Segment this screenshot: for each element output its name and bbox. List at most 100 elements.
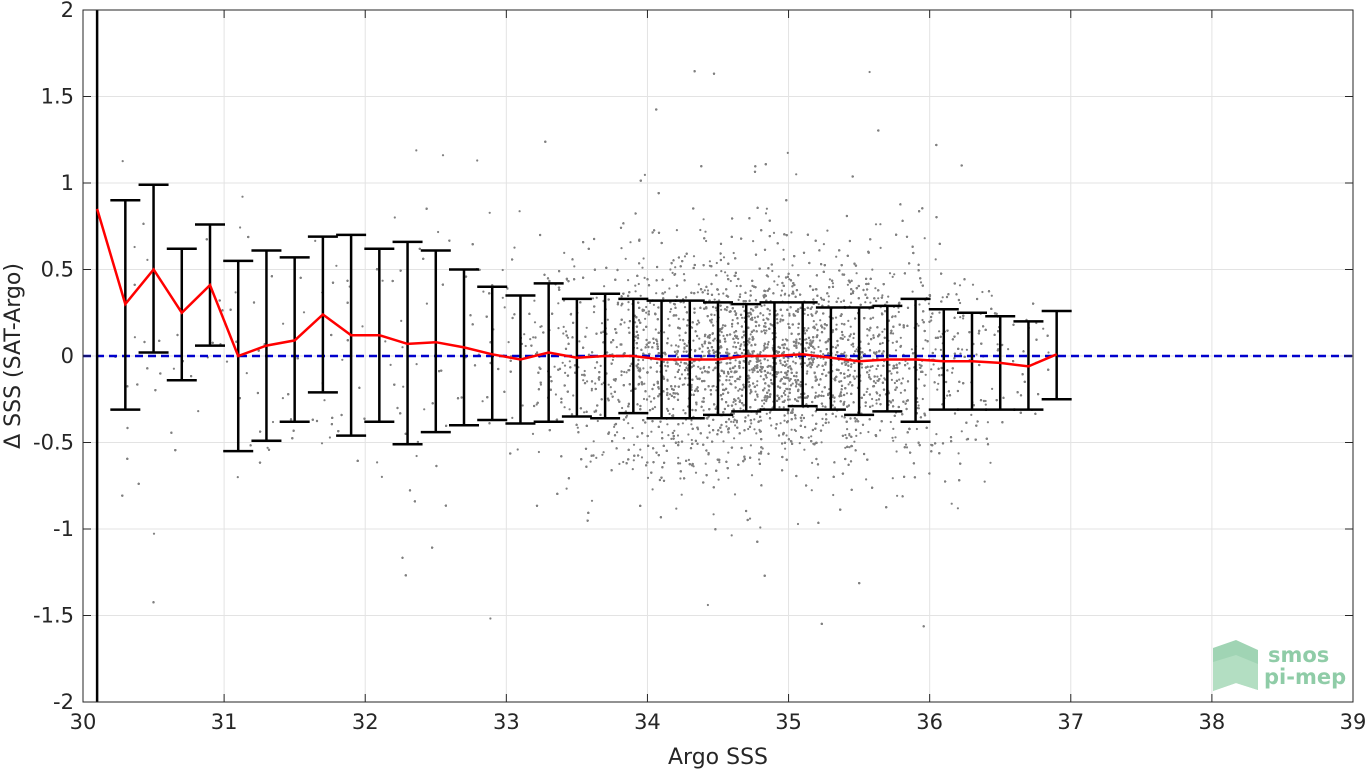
scatter-point xyxy=(649,301,652,304)
scatter-point xyxy=(568,408,571,411)
scatter-point xyxy=(840,380,843,383)
scatter-point xyxy=(623,370,626,374)
scatter-point xyxy=(696,291,700,294)
scatter-point xyxy=(731,319,734,322)
scatter-point xyxy=(692,255,696,258)
scatter-point xyxy=(853,369,856,372)
scatter-point xyxy=(236,476,239,479)
scatter-point xyxy=(521,404,524,407)
scatter-point xyxy=(850,365,853,368)
scatter-point xyxy=(782,347,786,350)
scatter-point xyxy=(867,430,870,434)
scatter-point xyxy=(637,363,640,366)
scatter-point xyxy=(750,422,753,425)
scatter-point xyxy=(741,316,744,319)
scatter-point xyxy=(670,437,673,440)
scatter-point xyxy=(739,344,742,348)
scatter-point xyxy=(879,429,882,432)
scatter-point xyxy=(891,341,894,344)
scatter-point xyxy=(722,334,725,337)
scatter-point xyxy=(696,428,700,431)
scatter-point xyxy=(698,321,701,324)
scatter-point xyxy=(917,378,921,381)
scatter-point xyxy=(667,317,670,321)
scatter-point xyxy=(935,433,938,436)
scatter-point xyxy=(773,280,776,283)
scatter-point xyxy=(934,348,937,351)
scatter-point xyxy=(790,231,793,234)
scatter-point xyxy=(622,460,625,464)
scatter-point xyxy=(815,323,818,326)
scatter-point xyxy=(825,374,828,377)
scatter-point xyxy=(763,398,766,402)
scatter-point xyxy=(152,532,156,535)
scatter-point xyxy=(751,371,754,374)
scatter-point xyxy=(771,368,774,372)
scatter-point xyxy=(627,279,630,282)
scatter-point xyxy=(476,159,479,162)
scatter-point xyxy=(549,375,552,378)
scatter-point xyxy=(665,407,669,410)
scatter-point xyxy=(437,230,440,234)
scatter-point xyxy=(704,230,707,233)
scatter-point xyxy=(924,373,927,376)
scatter-point xyxy=(874,287,877,290)
scatter-point xyxy=(779,318,782,321)
scatter-point xyxy=(765,329,768,332)
scatter-point xyxy=(775,375,778,378)
scatter-point xyxy=(730,420,733,423)
scatter-point xyxy=(568,360,571,363)
scatter-point xyxy=(890,372,893,375)
scatter-point xyxy=(702,218,705,221)
scatter-point xyxy=(807,327,810,330)
scatter-point xyxy=(563,364,567,367)
scatter-point xyxy=(916,400,919,404)
scatter-point xyxy=(393,216,396,219)
scatter-point xyxy=(729,279,732,283)
scatter-point xyxy=(617,398,620,401)
scatter-point xyxy=(812,320,815,323)
scatter-point xyxy=(687,433,690,436)
scatter-point xyxy=(889,420,892,424)
scatter-point xyxy=(627,301,630,304)
scatter-point xyxy=(489,617,492,620)
scatter-point xyxy=(883,328,886,331)
scatter-point xyxy=(133,336,136,339)
scatter-point xyxy=(734,403,737,406)
scatter-point xyxy=(892,332,895,335)
scatter-point xyxy=(797,326,800,329)
scatter-point xyxy=(441,154,445,157)
scatter-point xyxy=(623,321,626,324)
scatter-point xyxy=(775,373,779,376)
scatter-point xyxy=(801,414,804,417)
scatter-point xyxy=(812,339,815,342)
scatter-point xyxy=(749,388,752,391)
scatter-point xyxy=(795,382,798,386)
scatter-point xyxy=(616,431,619,434)
scatter-point xyxy=(932,363,935,366)
scatter-point xyxy=(891,477,894,480)
scatter-point xyxy=(720,308,723,311)
scatter-point xyxy=(627,308,630,311)
scatter-point xyxy=(781,314,784,317)
scatter-point xyxy=(983,480,986,483)
scatter-point xyxy=(663,331,666,334)
scatter-point xyxy=(573,265,576,268)
scatter-point xyxy=(532,336,535,339)
scatter-point xyxy=(683,346,686,349)
scatter-point xyxy=(600,383,603,386)
scatter-point xyxy=(621,406,624,410)
scatter-point xyxy=(975,353,978,356)
scatter-point xyxy=(921,347,925,350)
scatter-point xyxy=(423,408,426,411)
scatter-point xyxy=(734,424,737,427)
scatter-point xyxy=(924,339,927,342)
scatter-point xyxy=(820,298,824,301)
scatter-point xyxy=(782,391,786,395)
scatter-point xyxy=(732,345,735,348)
scatter-point xyxy=(586,380,589,383)
scatter-point xyxy=(523,333,526,336)
scatter-point xyxy=(639,294,642,297)
scatter-point xyxy=(843,351,846,354)
scatter-point xyxy=(959,316,962,319)
